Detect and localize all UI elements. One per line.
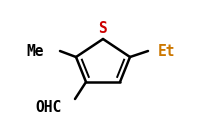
Text: S: S [98, 21, 107, 36]
Text: OHC: OHC [36, 100, 62, 115]
Text: Me: Me [26, 44, 44, 59]
Text: Et: Et [157, 44, 175, 59]
